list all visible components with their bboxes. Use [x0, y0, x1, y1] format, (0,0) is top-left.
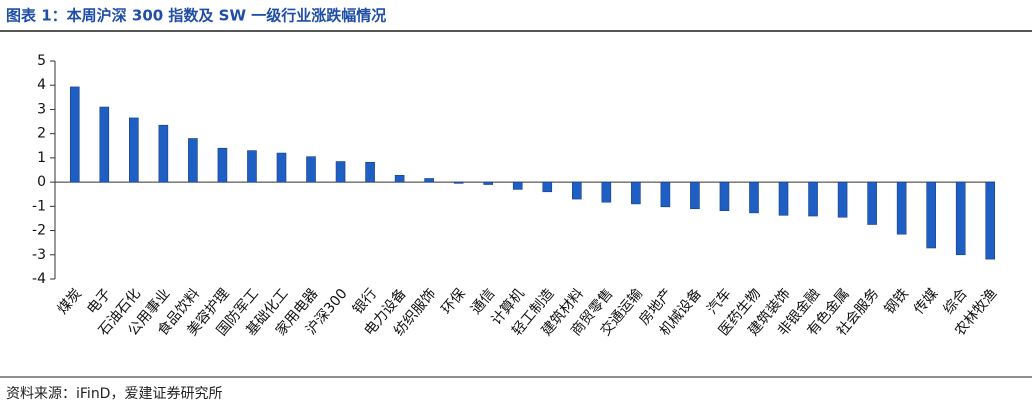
bar: [217, 147, 228, 183]
y-tick-label: 0: [37, 174, 46, 190]
bar: [867, 181, 877, 225]
bar: [276, 152, 287, 183]
y-tick-label: 3: [37, 101, 46, 117]
x-tick-label: 环保: [439, 286, 469, 318]
bar: [335, 161, 346, 183]
bar: [306, 156, 316, 183]
x-tick-label: 煤炭: [55, 286, 85, 318]
bar: [129, 117, 139, 183]
y-tick-label: 2: [37, 126, 46, 142]
bar: [985, 181, 996, 260]
bar: [483, 181, 494, 185]
bar: [660, 181, 671, 208]
bar: [955, 181, 966, 256]
y-tick-label: -4: [32, 271, 46, 287]
bar: [749, 181, 759, 214]
bar: [601, 181, 612, 203]
y-tick-label: -1: [32, 198, 46, 214]
bar: [690, 181, 700, 210]
bar: [719, 181, 730, 211]
bar: [394, 175, 405, 183]
chart-title: 图表 1：本周沪深 300 指数及 SW 一级行业涨跌幅情况: [6, 7, 386, 25]
bar: [188, 138, 198, 183]
x-tick-label: 传媒: [911, 286, 941, 318]
bar: [778, 181, 789, 216]
bar: [571, 181, 582, 200]
bar: [512, 181, 523, 190]
x-tick-label: 钢铁: [882, 286, 912, 318]
bar: [631, 181, 641, 205]
y-tick-label: 1: [37, 150, 46, 166]
y-tick-label: 5: [37, 53, 46, 69]
bar: [926, 181, 936, 249]
bar: [896, 181, 907, 235]
bar: [247, 150, 257, 183]
y-tick-label: -2: [32, 223, 46, 239]
bar: [424, 178, 434, 183]
source: 资料来源：iFinD，爱建证券研究所: [6, 386, 222, 402]
bar: [158, 124, 169, 183]
bar: [808, 181, 818, 217]
bar: [365, 161, 375, 183]
bar: [453, 181, 464, 184]
bar: [837, 181, 848, 218]
y-tick-label: -3: [32, 247, 46, 263]
bar: [99, 106, 110, 183]
y-tick-label: 4: [37, 77, 46, 93]
bar: [542, 181, 553, 193]
bar: [69, 86, 80, 183]
